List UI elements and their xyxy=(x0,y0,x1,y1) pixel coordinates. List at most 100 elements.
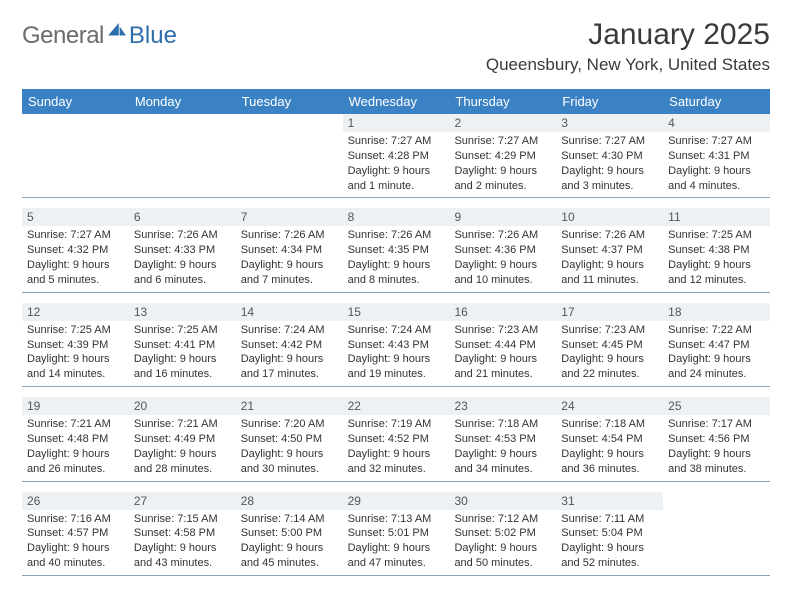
day-number-bar: 14 xyxy=(236,303,343,321)
day-cell: 16Sunrise: 7:23 AMSunset: 4:44 PMDayligh… xyxy=(449,303,556,386)
day-cell: 2Sunrise: 7:27 AMSunset: 4:29 PMDaylight… xyxy=(449,114,556,197)
sunset-text: Sunset: 5:02 PM xyxy=(454,526,551,541)
daylight-text: and 45 minutes. xyxy=(241,556,338,571)
sunrise-text: Sunrise: 7:18 AM xyxy=(561,417,658,432)
daylight-text: Daylight: 9 hours xyxy=(27,352,124,367)
day-number: 23 xyxy=(454,399,551,413)
day-cell xyxy=(22,114,129,197)
day-number: 31 xyxy=(561,494,658,508)
daylight-text: and 40 minutes. xyxy=(27,556,124,571)
day-number-bar: 25 xyxy=(663,397,770,415)
day-cell xyxy=(663,492,770,575)
daylight-text: and 26 minutes. xyxy=(27,462,124,477)
day-cell: 14Sunrise: 7:24 AMSunset: 4:42 PMDayligh… xyxy=(236,303,343,386)
daylight-text: and 38 minutes. xyxy=(668,462,765,477)
day-cell: 9Sunrise: 7:26 AMSunset: 4:36 PMDaylight… xyxy=(449,208,556,291)
day-number: 3 xyxy=(561,116,658,130)
logo-text-blue: Blue xyxy=(129,22,177,50)
daylight-text: Daylight: 9 hours xyxy=(561,447,658,462)
daylight-text: and 6 minutes. xyxy=(134,273,231,288)
daylight-text: Daylight: 9 hours xyxy=(27,258,124,273)
day-number-bar: 6 xyxy=(129,208,236,226)
dow-label: Saturday xyxy=(663,89,770,114)
day-number: 19 xyxy=(27,399,124,413)
day-cell: 13Sunrise: 7:25 AMSunset: 4:41 PMDayligh… xyxy=(129,303,236,386)
day-number: 21 xyxy=(241,399,338,413)
day-number-bar: 27 xyxy=(129,492,236,510)
daylight-text: Daylight: 9 hours xyxy=(134,352,231,367)
sunrise-text: Sunrise: 7:15 AM xyxy=(134,512,231,527)
day-cell: 26Sunrise: 7:16 AMSunset: 4:57 PMDayligh… xyxy=(22,492,129,575)
sunrise-text: Sunrise: 7:24 AM xyxy=(241,323,338,338)
day-number-bar: 5 xyxy=(22,208,129,226)
day-number-bar: 11 xyxy=(663,208,770,226)
sunrise-text: Sunrise: 7:20 AM xyxy=(241,417,338,432)
header-row: General Blue January 2025 Queensbury, Ne… xyxy=(22,18,770,75)
daylight-text: Daylight: 9 hours xyxy=(134,447,231,462)
daylight-text: Daylight: 9 hours xyxy=(561,352,658,367)
daylight-text: and 17 minutes. xyxy=(241,367,338,382)
sunrise-text: Sunrise: 7:27 AM xyxy=(348,134,445,149)
daylight-text: Daylight: 9 hours xyxy=(348,258,445,273)
sunset-text: Sunset: 4:47 PM xyxy=(668,338,765,353)
day-cell: 29Sunrise: 7:13 AMSunset: 5:01 PMDayligh… xyxy=(343,492,450,575)
daylight-text: and 19 minutes. xyxy=(348,367,445,382)
day-cell xyxy=(236,114,343,197)
dow-label: Wednesday xyxy=(343,89,450,114)
headings: January 2025 Queensbury, New York, Unite… xyxy=(486,18,770,75)
dow-label: Friday xyxy=(556,89,663,114)
sunset-text: Sunset: 4:36 PM xyxy=(454,243,551,258)
week-spacer xyxy=(22,482,770,492)
day-cell: 10Sunrise: 7:26 AMSunset: 4:37 PMDayligh… xyxy=(556,208,663,291)
day-number: 24 xyxy=(561,399,658,413)
day-number: 11 xyxy=(668,210,765,224)
day-number-bar: 7 xyxy=(236,208,343,226)
daylight-text: Daylight: 9 hours xyxy=(454,447,551,462)
sunset-text: Sunset: 4:42 PM xyxy=(241,338,338,353)
dow-label: Tuesday xyxy=(236,89,343,114)
sunrise-text: Sunrise: 7:16 AM xyxy=(27,512,124,527)
logo: General Blue xyxy=(22,22,177,50)
daylight-text: and 21 minutes. xyxy=(454,367,551,382)
day-cell: 22Sunrise: 7:19 AMSunset: 4:52 PMDayligh… xyxy=(343,397,450,480)
day-number: 20 xyxy=(134,399,231,413)
daylight-text: Daylight: 9 hours xyxy=(454,164,551,179)
day-cell: 31Sunrise: 7:11 AMSunset: 5:04 PMDayligh… xyxy=(556,492,663,575)
day-number-bar: 22 xyxy=(343,397,450,415)
day-cell: 30Sunrise: 7:12 AMSunset: 5:02 PMDayligh… xyxy=(449,492,556,575)
day-number: 25 xyxy=(668,399,765,413)
week-spacer xyxy=(22,293,770,303)
location-subtitle: Queensbury, New York, United States xyxy=(486,55,770,75)
daylight-text: and 28 minutes. xyxy=(134,462,231,477)
day-number: 4 xyxy=(668,116,765,130)
daylight-text: and 34 minutes. xyxy=(454,462,551,477)
day-number-bar: 30 xyxy=(449,492,556,510)
day-cell: 28Sunrise: 7:14 AMSunset: 5:00 PMDayligh… xyxy=(236,492,343,575)
sunrise-text: Sunrise: 7:23 AM xyxy=(454,323,551,338)
sunrise-text: Sunrise: 7:19 AM xyxy=(348,417,445,432)
daylight-text: Daylight: 9 hours xyxy=(668,164,765,179)
sunset-text: Sunset: 4:52 PM xyxy=(348,432,445,447)
daylight-text: and 7 minutes. xyxy=(241,273,338,288)
sunset-text: Sunset: 4:43 PM xyxy=(348,338,445,353)
week-spacer xyxy=(22,198,770,208)
sunrise-text: Sunrise: 7:27 AM xyxy=(27,228,124,243)
day-number: 30 xyxy=(454,494,551,508)
daylight-text: Daylight: 9 hours xyxy=(134,541,231,556)
day-number-bar: 13 xyxy=(129,303,236,321)
dow-label: Monday xyxy=(129,89,236,114)
daylight-text: and 11 minutes. xyxy=(561,273,658,288)
sunrise-text: Sunrise: 7:18 AM xyxy=(454,417,551,432)
daylight-text: Daylight: 9 hours xyxy=(454,258,551,273)
day-cell: 7Sunrise: 7:26 AMSunset: 4:34 PMDaylight… xyxy=(236,208,343,291)
daylight-text: and 50 minutes. xyxy=(454,556,551,571)
day-number-bar: 29 xyxy=(343,492,450,510)
day-number: 5 xyxy=(27,210,124,224)
daylight-text: Daylight: 9 hours xyxy=(134,258,231,273)
daylight-text: and 32 minutes. xyxy=(348,462,445,477)
daylight-text: and 52 minutes. xyxy=(561,556,658,571)
day-cell: 3Sunrise: 7:27 AMSunset: 4:30 PMDaylight… xyxy=(556,114,663,197)
sunrise-text: Sunrise: 7:27 AM xyxy=(668,134,765,149)
day-number-bar: 19 xyxy=(22,397,129,415)
day-cell: 6Sunrise: 7:26 AMSunset: 4:33 PMDaylight… xyxy=(129,208,236,291)
